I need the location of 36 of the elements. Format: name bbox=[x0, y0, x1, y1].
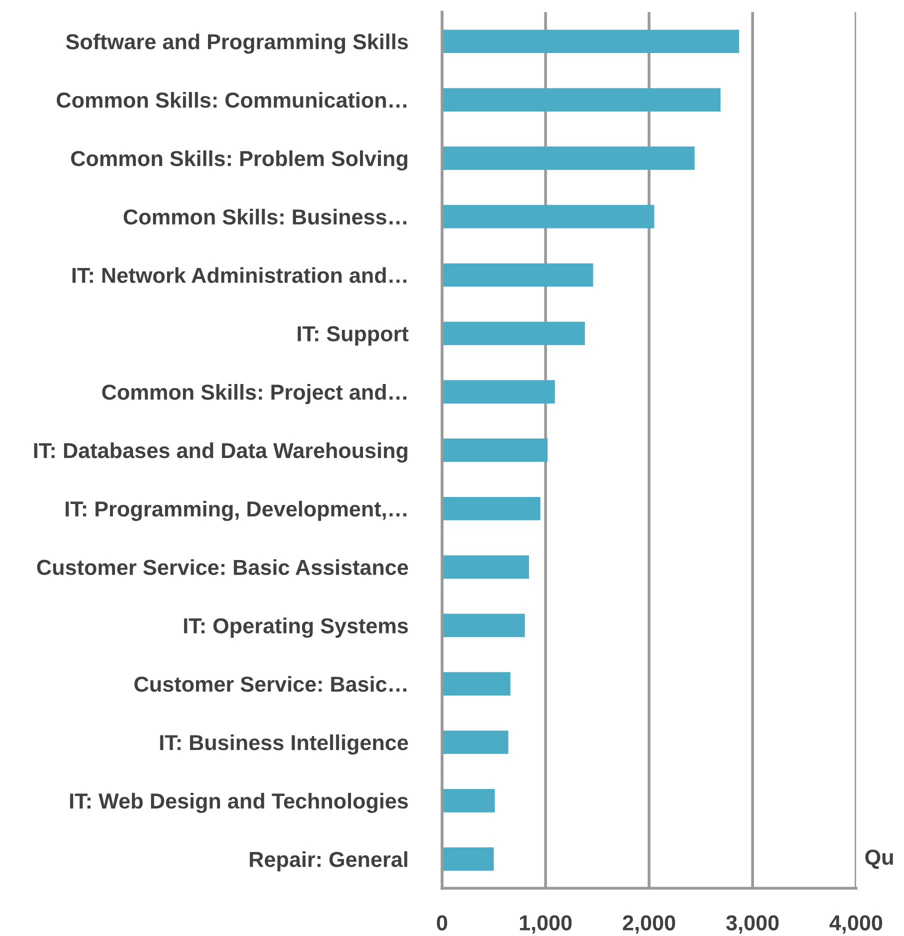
bar bbox=[442, 730, 508, 754]
bar bbox=[442, 496, 540, 520]
x-tick-label: 4,000 bbox=[829, 915, 882, 934]
bar bbox=[442, 146, 695, 170]
x-tick-label: 3,000 bbox=[726, 915, 779, 934]
y-tick-label: IT: Network Administration and… bbox=[72, 267, 406, 284]
bar bbox=[442, 788, 495, 812]
y-tick-label: Common Skills: Project and… bbox=[102, 384, 406, 404]
y-tick-label: Common Skills: Communication… bbox=[56, 92, 406, 108]
y-tick-label: IT: Web Design and Technologies bbox=[70, 792, 408, 814]
bar bbox=[442, 322, 585, 346]
y-tick-label: IT: Operating Systems bbox=[184, 618, 408, 638]
y-tick-label: Customer Service: Basic… bbox=[134, 676, 406, 692]
y-tick-label: Customer Service: Basic Assistance bbox=[37, 559, 408, 576]
bar bbox=[442, 614, 525, 638]
y-tick-label: Common Skills: Problem Solving bbox=[71, 150, 408, 171]
y-tick-label: Software and Programming Skills bbox=[66, 34, 408, 54]
bar bbox=[442, 263, 594, 287]
y-tick-label: IT: Programming, Development,… bbox=[66, 500, 406, 521]
bar bbox=[442, 380, 555, 404]
bar bbox=[442, 204, 654, 228]
x-tick-label: 1,000 bbox=[520, 915, 572, 934]
bar bbox=[442, 88, 720, 112]
bar bbox=[442, 30, 740, 54]
bar bbox=[442, 847, 494, 871]
bar bbox=[442, 672, 510, 696]
x-tick-label: 2,000 bbox=[622, 915, 676, 934]
y-tick-label: IT: Business Intelligence bbox=[160, 734, 408, 755]
text: Qu bbox=[865, 850, 893, 869]
y-tick-label: IT: Databases and Data Warehousing bbox=[34, 442, 408, 463]
y-tick-label: Repair: General bbox=[250, 851, 408, 872]
x-tick-label: 0 bbox=[436, 915, 448, 930]
y-tick-label: IT: Support bbox=[298, 326, 408, 346]
bar bbox=[442, 438, 548, 462]
bar bbox=[442, 555, 530, 579]
y-tick-label: Common Skills: Business… bbox=[124, 208, 406, 225]
